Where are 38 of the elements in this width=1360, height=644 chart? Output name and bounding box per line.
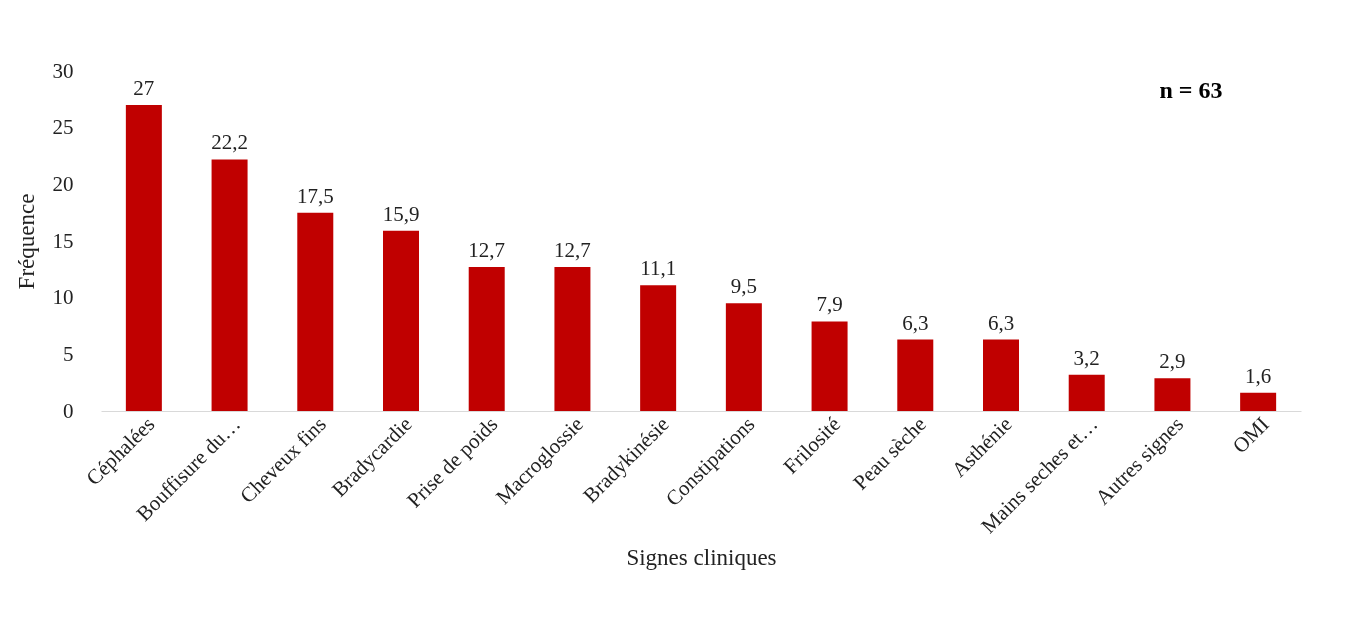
bar: [554, 267, 591, 411]
data-label: 12,7: [554, 238, 591, 263]
bar: [1154, 378, 1191, 411]
data-label: 11,1: [640, 256, 677, 281]
bar: [897, 339, 934, 411]
data-label: 12,7: [468, 238, 506, 263]
y-tick-label: 10: [52, 285, 74, 310]
data-label: 15,9: [382, 201, 420, 226]
y-tick-label: 15: [52, 228, 74, 253]
bar: [1240, 392, 1277, 411]
data-label: 27: [133, 76, 155, 100]
bar: [983, 339, 1019, 411]
y-axis-title: Fréquence: [13, 193, 39, 290]
bar: [640, 285, 677, 411]
data-label: 9,5: [730, 274, 757, 299]
data-label: 3,2: [1073, 345, 1100, 370]
y-tick-label: 25: [52, 115, 74, 140]
bar: [125, 105, 162, 411]
y-tick-label: 5: [63, 341, 74, 366]
x-axis-title: Signes cliniques: [626, 545, 777, 571]
y-tick-label: 0: [63, 398, 74, 423]
bar: [297, 212, 334, 411]
bar: [811, 321, 848, 411]
bar: [468, 267, 505, 411]
annotation: n = 63: [1159, 77, 1223, 103]
data-label: 22,2: [211, 130, 248, 155]
y-tick-label: 20: [52, 171, 74, 196]
y-tick-label: 30: [52, 58, 74, 83]
bar: [725, 303, 762, 411]
bar: [383, 230, 419, 411]
data-label: 1,6: [1245, 363, 1272, 388]
data-label: 2,9: [1159, 349, 1186, 374]
data-label: 6,3: [987, 310, 1015, 335]
bar: [1068, 374, 1105, 411]
bar: [211, 159, 248, 411]
data-label: 17,5: [296, 183, 334, 208]
data-label: 6,3: [902, 310, 929, 335]
data-label: 7,9: [816, 292, 843, 317]
